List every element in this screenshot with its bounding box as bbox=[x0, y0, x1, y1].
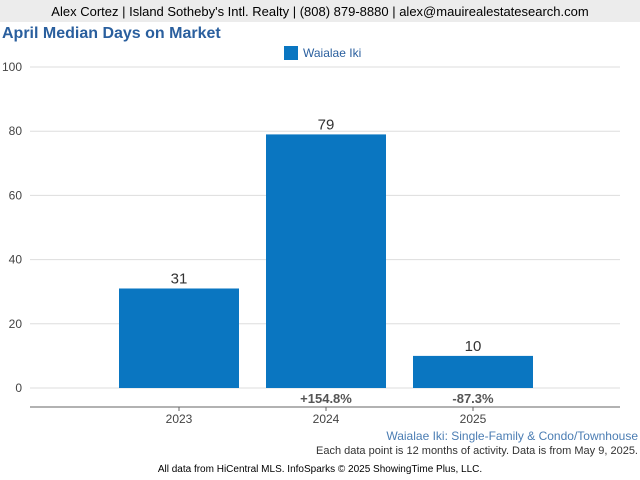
y-tick-label: 40 bbox=[9, 253, 23, 267]
y-tick-label: 80 bbox=[9, 124, 23, 138]
chart-footnotes: Waialae Iki: Single-Family & Condo/Townh… bbox=[316, 429, 638, 459]
bar bbox=[266, 134, 386, 388]
bar-value-label: 79 bbox=[318, 116, 335, 133]
percent-change-label: +154.8% bbox=[300, 391, 352, 406]
chart-title: April Median Days on Market bbox=[2, 25, 221, 42]
data-note: Each data point is 12 months of activity… bbox=[315, 445, 638, 457]
y-tick-label: 20 bbox=[9, 317, 23, 331]
y-tick-label: 100 bbox=[2, 60, 22, 74]
subject-line: Waialae Iki: Single-Family & Condo/Townh… bbox=[386, 429, 638, 443]
x-tick-label: 2025 bbox=[460, 412, 487, 426]
bar-value-label: 10 bbox=[465, 338, 482, 355]
percent-change-label: -87.3% bbox=[452, 391, 494, 406]
legend-label: Waialae Iki bbox=[303, 46, 362, 60]
bar-chart: 0 20 40 60 80 100 31 2023 79 +154.8% 2024 10 -87.3% 2… bbox=[2, 60, 620, 426]
y-tick-label: 0 bbox=[15, 381, 22, 395]
chart-legend: Waialae Iki bbox=[284, 46, 361, 60]
bar-value-label: 31 bbox=[171, 270, 188, 287]
bar bbox=[119, 288, 239, 388]
y-tick-label: 60 bbox=[9, 188, 23, 202]
legend-swatch bbox=[284, 46, 298, 60]
bar bbox=[413, 355, 533, 388]
contact-header-bar: Alex Cortez | Island Sotheby's Intl. Rea… bbox=[0, 0, 640, 22]
contact-line: Alex Cortez | Island Sotheby's Intl. Rea… bbox=[51, 3, 589, 19]
x-tick-label: 2024 bbox=[313, 412, 340, 426]
copyright-footer: All data from HiCentral MLS. InfoSparks … bbox=[157, 464, 483, 475]
x-tick-label: 2023 bbox=[166, 412, 193, 426]
